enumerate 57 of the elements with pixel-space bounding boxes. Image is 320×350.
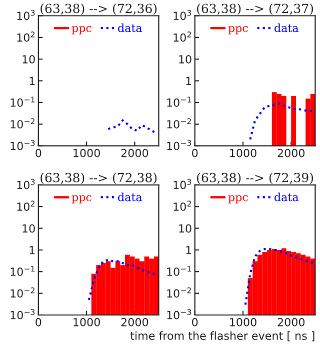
y-tick-label: 10$^{2}$	[17, 32, 34, 42]
x-tick-label: 0	[36, 148, 42, 158]
x-tick-label: 2000	[121, 318, 148, 326]
y-tick-label: 10$^{−1}$	[10, 96, 35, 107]
y-tick-label: 10	[179, 55, 192, 64]
legend-label: ppc	[72, 195, 92, 204]
legend-label: data	[274, 192, 298, 202]
x-tick-label: 2000	[121, 148, 148, 158]
y-tick-label: 10$^{−3}$	[167, 140, 192, 150]
y-tick-label: 1	[186, 76, 192, 86]
y-tick-label: 1	[186, 246, 192, 254]
y-tick-label: 10$^{−2}$	[167, 118, 191, 128]
y-tick-label: 10$^{−2}$	[10, 118, 34, 128]
y-tick-label: 1	[30, 76, 35, 86]
y-tick-label: 10$^{−1}$	[10, 266, 35, 276]
y-tick-label: 10$^{−1}$	[167, 266, 191, 276]
y-tick-label: 10$^{−3}$	[10, 140, 35, 150]
y-tick-label: 10$^{3}$	[17, 179, 35, 190]
y-tick-label: 10	[22, 224, 35, 233]
y-tick-label: 10$^{3}$	[174, 179, 192, 190]
x-tick-label: 0	[192, 148, 198, 158]
line-series	[88, 258, 158, 301]
chart-title: (63,38) --> (72,39)	[197, 172, 314, 184]
x-axis-title: time from the flasher event [ ns ]	[130, 331, 314, 342]
text: ppc	[228, 195, 248, 204]
y-tick-label: 10$^{3}$	[174, 10, 192, 20]
x-tick-label: 1000	[74, 148, 100, 158]
legend-label: ppc	[72, 26, 92, 34]
legend-label: data	[274, 24, 298, 32]
y-tick-label: 10$^{2}$	[174, 200, 191, 211]
legend-label: data	[118, 192, 142, 202]
x-tick-label: 1000	[230, 318, 256, 326]
chart-title: (63,38) --> (72,38)	[40, 172, 157, 184]
x-tick-label: 2000	[278, 148, 305, 158]
y-tick-label: 10	[179, 224, 192, 233]
y-tick-label: 10$^{−3}$	[167, 309, 192, 320]
legend-label: data	[118, 24, 142, 32]
x-tick-label: 0	[192, 318, 198, 326]
line-series	[107, 119, 158, 134]
line-series	[249, 102, 314, 140]
y-tick-label: 1	[30, 246, 35, 254]
chart-title: (63,38) --> (72,36)	[40, 3, 157, 15]
y-tick-label: 10$^{2}$	[174, 32, 191, 42]
y-tick-label: 10$^{−2}$	[10, 287, 34, 298]
x-tick-label: 1000	[74, 318, 100, 326]
y-tick-label: 10	[22, 55, 35, 64]
y-tick-label: 10$^{−1}$	[167, 96, 191, 107]
y-tick-label: 10$^{2}$	[17, 200, 34, 211]
y-tick-label: 10$^{−3}$	[10, 309, 35, 320]
y-tick-label: 10$^{−2}$	[167, 287, 191, 298]
line-series	[244, 248, 314, 306]
x-tick-label: 2000	[278, 318, 305, 326]
y-tick-label: 10$^{3}$	[17, 10, 35, 20]
legend-label: ppc	[228, 26, 248, 34]
x-tick-label: 1000	[230, 148, 256, 158]
x-tick-label: 0	[36, 318, 42, 326]
chart-title: (63,38) --> (72,37)	[197, 3, 314, 15]
